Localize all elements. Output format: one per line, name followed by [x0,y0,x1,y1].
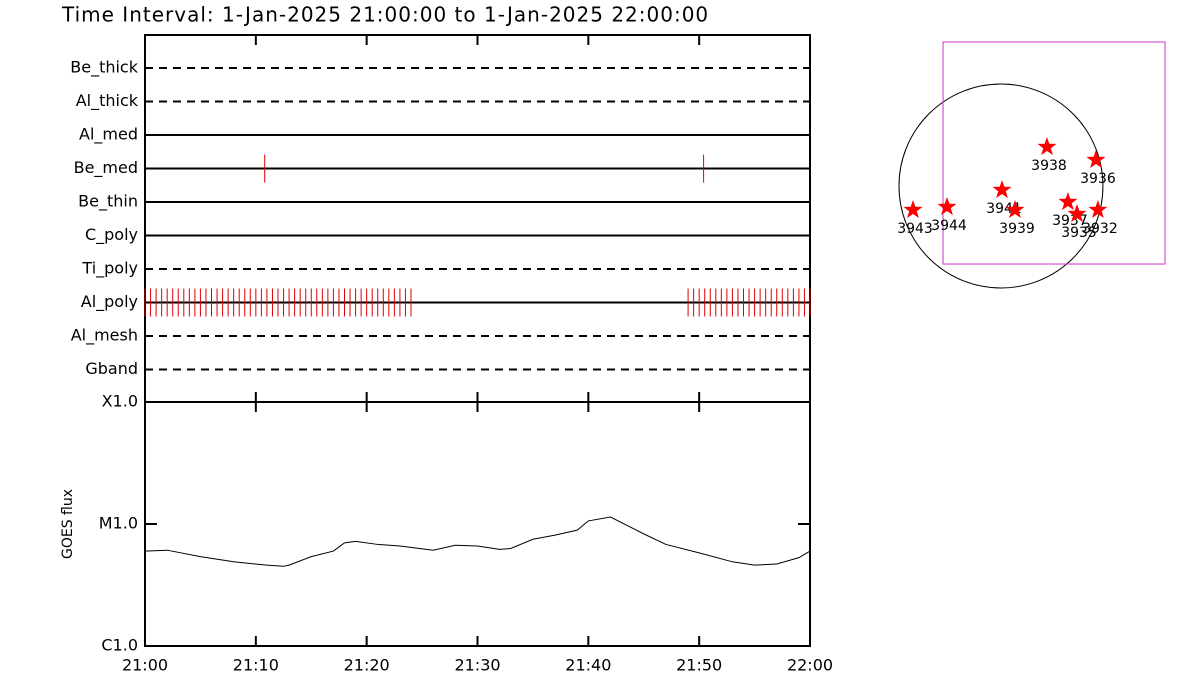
row-label: Al_poly [81,292,138,312]
row-label: Gband [85,359,138,378]
y-tick-label: C1.0 [101,636,138,655]
region-marker [1037,137,1057,156]
region-marker [1086,150,1106,168]
x-tick-label: 21:50 [676,656,722,675]
row-label: C_poly [85,225,138,245]
region-marker [1005,200,1025,218]
y-axis-label: GOES flux [60,489,76,559]
region-marker [1067,204,1087,223]
flux-line [144,516,811,567]
row-label: Al_mesh [71,326,138,346]
region-label: 3944 [931,218,967,234]
title: Time Interval: 1-Jan-2025 21:00:00 to 1-… [61,3,709,27]
row-label: Al_thick [76,91,139,111]
x-tick-label: 21:00 [122,656,168,675]
region-marker [903,200,923,218]
row-label: Be_med [74,158,138,178]
x-tick-label: 22:00 [787,656,833,675]
region-marker [992,180,1012,199]
y-tick-label: X1.0 [102,392,138,411]
row-label: Ti_poly [81,259,138,279]
region-marker [1088,200,1108,218]
x-tick-label: 21:20 [344,656,390,675]
row-label: Be_thin [78,192,138,212]
region-label: 3938 [1031,158,1067,174]
y-tick-label: M1.0 [99,514,138,533]
solar-disk [898,83,1104,289]
region-marker [1058,192,1078,211]
row-label: Al_med [79,125,138,145]
region-label: 3935 [1061,225,1097,241]
region-marker [937,197,957,216]
x-tick-label: 21:40 [565,656,611,675]
region-label: 3936 [1080,171,1116,187]
x-tick-label: 21:30 [454,656,500,675]
region-label: 3943 [897,221,933,237]
region-label: 3932 [1082,221,1118,237]
field-of-view [942,41,1166,265]
row-label: Be_thick [70,58,138,78]
region-label: 3939 [999,221,1035,237]
x-tick-label: 21:10 [233,656,279,675]
